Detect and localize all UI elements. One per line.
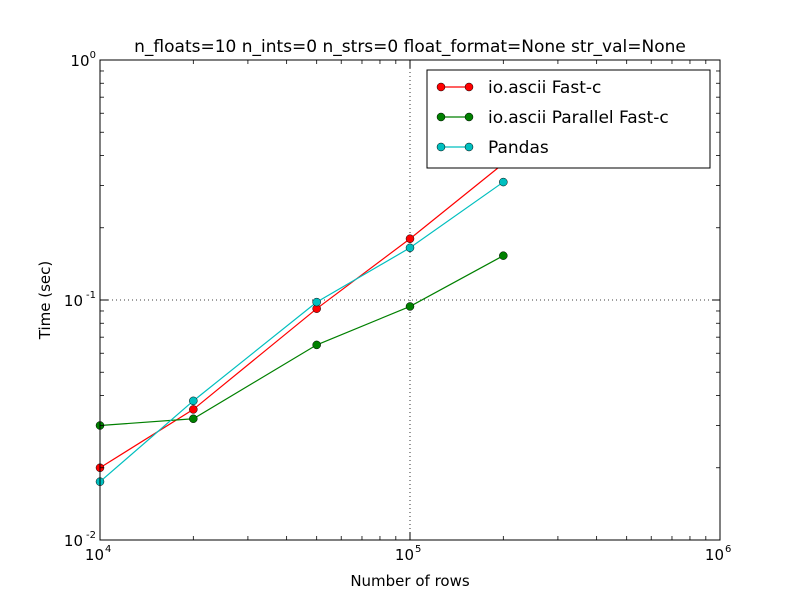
grid-lines (100, 60, 720, 540)
legend-item: io.ascii Fast-c (436, 78, 601, 98)
legend-item: io.ascii Parallel Fast-c (436, 108, 669, 128)
series-lines (95, 159, 508, 486)
legend-marker (464, 82, 474, 92)
x-tick-label: 10 4 (85, 544, 111, 564)
data-point (405, 234, 415, 243)
data-point (405, 302, 415, 311)
x-tick-base: 10 (85, 546, 104, 564)
data-point (312, 340, 321, 350)
x-tick-exponent: 6 (725, 544, 731, 555)
y-tick-exponent: 0 (90, 50, 96, 61)
data-point (189, 396, 198, 406)
legend-marker (464, 112, 474, 122)
legend-box (426, 69, 711, 169)
data-point (499, 177, 508, 187)
x-tick-exponent: 5 (415, 544, 421, 555)
chart-title: n_floats=10 n_ints=0 n_strs=0 float_form… (134, 37, 686, 57)
x-tick-label: 10 5 (395, 544, 421, 564)
data-point (405, 243, 415, 253)
x-tick-base: 10 (705, 546, 724, 564)
x-tick-exponent: 4 (105, 544, 111, 555)
y-tick-label: -210 (64, 530, 96, 550)
data-point (189, 405, 198, 414)
y-tick-exponent: -2 (86, 530, 96, 541)
x-tick-base: 10 (395, 546, 414, 564)
y-tick-label: -110 (64, 290, 96, 310)
legend-marker (464, 142, 474, 152)
legend-marker (436, 142, 446, 152)
legend: io.ascii Fast-c io.ascii Parallel Fast-c P… (426, 69, 711, 169)
legend-marker (436, 82, 446, 92)
y-axis-label: Time (sec) (36, 261, 54, 340)
x-axis-label: Number of rows (350, 572, 470, 590)
legend-label: Pandas (488, 138, 549, 158)
y-tick-base: 10 (70, 52, 89, 70)
data-point (312, 297, 321, 307)
legend-label: io.ascii Parallel Fast-c (488, 108, 669, 128)
data-point (499, 251, 508, 260)
x-tick-label: 10 6 (705, 544, 731, 564)
y-tick-base: 10 (64, 292, 83, 310)
legend-label: io.ascii Fast-c (488, 78, 601, 98)
y-tick-label: 010 (70, 50, 96, 70)
data-point (189, 414, 198, 424)
y-tick-exponent: -1 (86, 290, 96, 301)
legend-item: Pandas (436, 138, 549, 158)
legend-marker (436, 112, 446, 122)
y-tick-base: 10 (64, 532, 83, 550)
